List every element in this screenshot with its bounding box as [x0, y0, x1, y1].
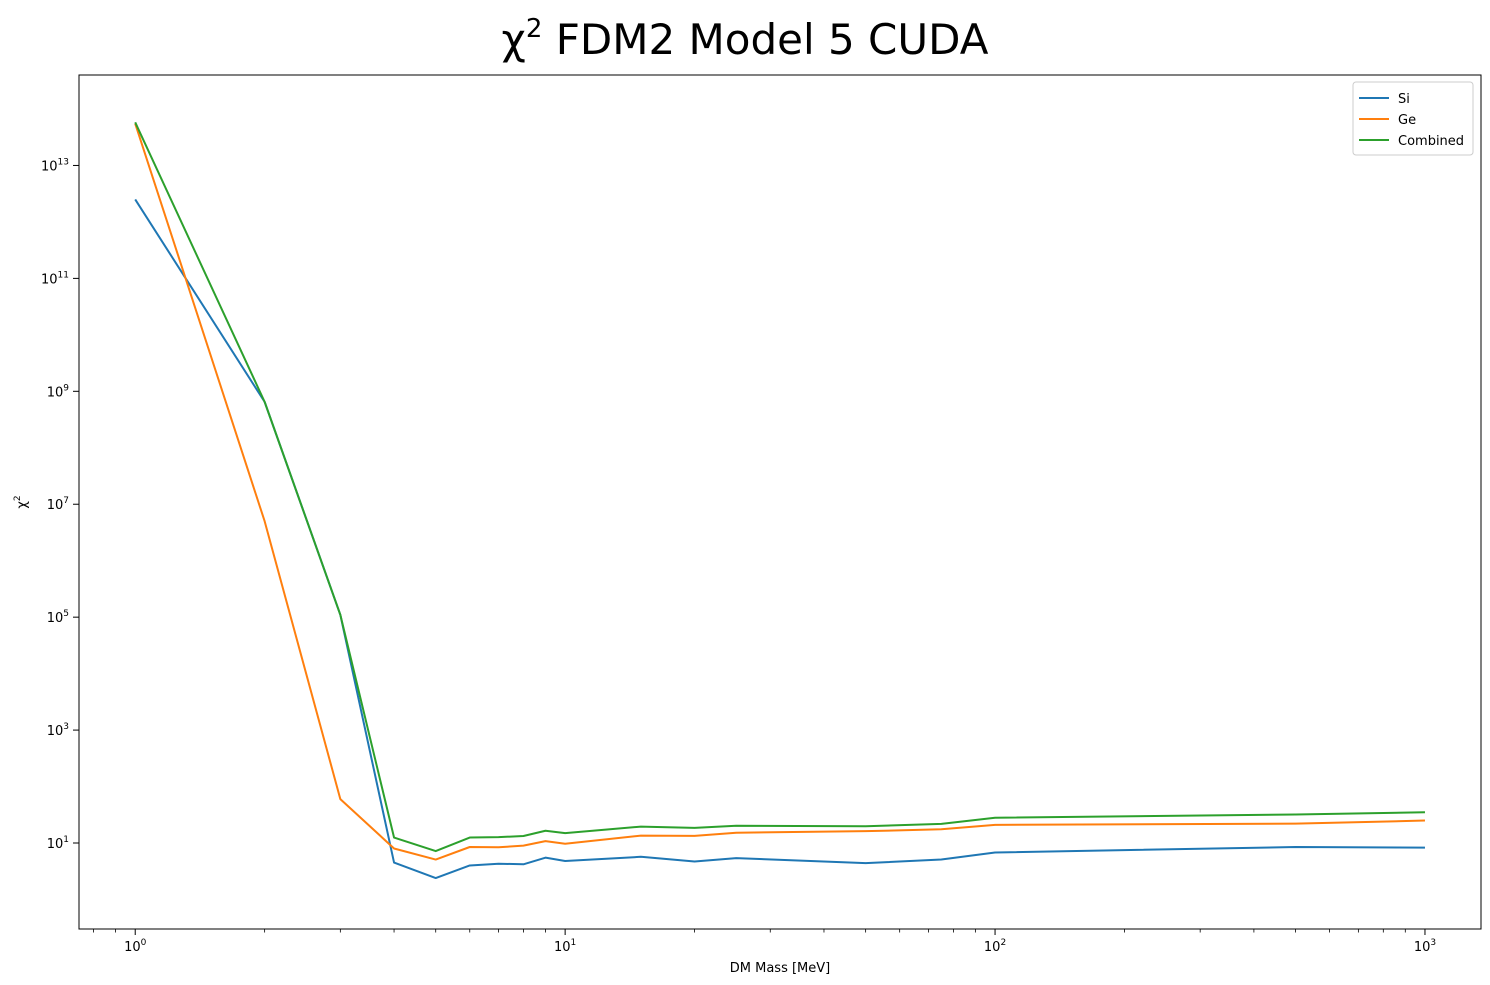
y-tick-label: 103	[47, 722, 69, 739]
series-line-ge	[134, 123, 1425, 861]
title-rest: FDM2 Model 5 CUDA	[542, 15, 988, 64]
y-tick-label: 105	[47, 609, 69, 626]
legend-label-combined: Combined	[1398, 134, 1464, 149]
y-tick-label-exp: 7	[63, 496, 69, 506]
y-axis-label: χ2	[13, 495, 30, 508]
y-tick-label-base: 10	[47, 498, 64, 513]
y-tick-label: 1013	[41, 157, 69, 174]
x-tick-label-base: 10	[984, 940, 1001, 955]
x-tick-label-exp: 1	[571, 938, 577, 948]
x-tick-label-base: 10	[124, 940, 141, 955]
title-base: χ	[502, 15, 526, 64]
legend-label-si: Si	[1398, 92, 1410, 107]
chart-title: χ2 FDM2 Model 5 CUDA	[502, 14, 989, 64]
y-tick-label: 1011	[41, 270, 69, 287]
y-tick-label: 109	[47, 383, 70, 400]
x-tick-label-exp: 3	[1430, 938, 1436, 948]
legend-label-ge: Ge	[1398, 113, 1416, 128]
x-tick-label-base: 10	[1414, 940, 1431, 955]
x-tick-label: 103	[1414, 938, 1436, 955]
y-tick-label-base: 10	[41, 272, 58, 287]
legend: Si Ge Combined	[1352, 81, 1474, 156]
y-tick-label-exp: 13	[58, 157, 69, 167]
y-tick-label-base: 10	[47, 385, 64, 400]
y-tick-label-exp: 3	[63, 722, 69, 732]
x-axis-label: DM Mass [MeV]	[730, 961, 830, 976]
x-tick-label-base: 10	[554, 940, 571, 955]
y-tick-label-base: 10	[47, 837, 64, 852]
series-layer	[134, 121, 1425, 880]
y-tick-label-exp: 11	[58, 270, 69, 280]
y-tick-label: 101	[47, 835, 69, 852]
x-tick-label-exp: 2	[1000, 938, 1006, 948]
legend-box	[1352, 81, 1474, 156]
y-tick-label-exp: 5	[63, 609, 69, 619]
y-axis-label-sup: 2	[13, 495, 23, 501]
series-line-si	[134, 198, 1425, 880]
y-tick-label-exp: 9	[63, 383, 69, 393]
plot-frame	[78, 74, 1482, 930]
title-sup: 2	[526, 14, 543, 44]
y-tick-label-exp: 1	[63, 835, 69, 845]
y-tick-label-base: 10	[47, 724, 64, 739]
series-line-combined	[134, 121, 1425, 853]
y-tick-label-base: 10	[47, 611, 64, 626]
y-tick-label-base: 10	[41, 159, 58, 174]
x-tick-label: 100	[124, 938, 147, 955]
x-tick-label: 102	[984, 938, 1006, 955]
x-tick-label: 101	[554, 938, 576, 955]
x-tick-label-exp: 0	[141, 938, 147, 948]
y-tick-label: 107	[47, 496, 69, 513]
y-axis-label-base: χ	[15, 501, 30, 509]
